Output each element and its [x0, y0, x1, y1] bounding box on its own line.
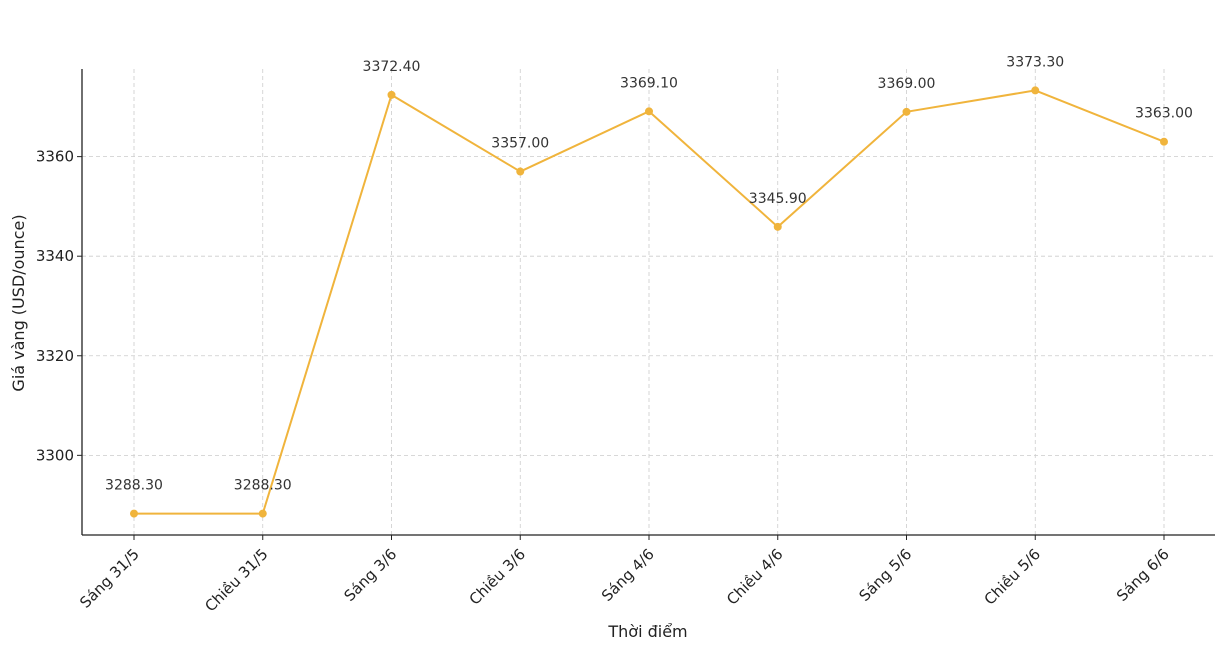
data-label: 3288.30: [105, 478, 163, 494]
data-label: 3288.30: [234, 478, 292, 494]
x-tick-label: Chiều 5/6: [981, 545, 1044, 608]
data-point: [516, 167, 525, 176]
data-point: [902, 107, 911, 116]
data-label: 3345.90: [749, 191, 807, 207]
data-point: [387, 90, 396, 99]
data-point: [258, 509, 267, 518]
x-tick-label: Sáng 4/6: [598, 545, 658, 605]
x-axis-title: Thời điểm: [607, 622, 687, 641]
x-tick-label: Sáng 31/5: [76, 545, 143, 612]
y-axis-title: Giá vàng (USD/ounce): [9, 214, 28, 391]
data-label: 3363.00: [1135, 106, 1193, 122]
x-tick-label: Sáng 5/6: [855, 545, 915, 605]
x-tick-label: Sáng 6/6: [1113, 545, 1173, 605]
data-label: 3357.00: [491, 136, 549, 152]
data-point: [773, 222, 782, 231]
x-tick-label: Chiều 4/6: [723, 545, 786, 608]
y-tick-label: 3360: [36, 148, 74, 166]
y-tick-label: 3300: [36, 446, 74, 464]
data-label: 3373.30: [1006, 54, 1064, 70]
data-point: [645, 107, 653, 116]
data-label: 3369.10: [620, 75, 678, 91]
x-tick-label: Sáng 3/6: [340, 545, 400, 605]
y-ticks: 3300 3320 3340 3360: [36, 148, 82, 464]
data-label: 3369.00: [878, 76, 936, 92]
y-tick-label: 3340: [36, 247, 74, 265]
data-point: [130, 509, 138, 518]
grid: [82, 69, 1215, 535]
data-point: [1031, 86, 1040, 95]
axes: [81, 69, 1215, 536]
data-labels: 3288.30 3288.30 3372.40 3357.00 3369.10 3345.…: [105, 54, 1193, 493]
x-ticks: Sáng 31/5 Chiều 31/5 Sáng 3/6 Chiều 3/6 Sáng…: [76, 535, 1173, 615]
x-tick-label: Chiều 3/6: [466, 545, 529, 608]
series: [130, 86, 1168, 518]
data-point: [1160, 137, 1168, 146]
data-label: 3372.40: [363, 59, 421, 75]
x-tick-label: Chiều 31/5: [201, 545, 271, 615]
y-tick-label: 3320: [36, 347, 74, 365]
